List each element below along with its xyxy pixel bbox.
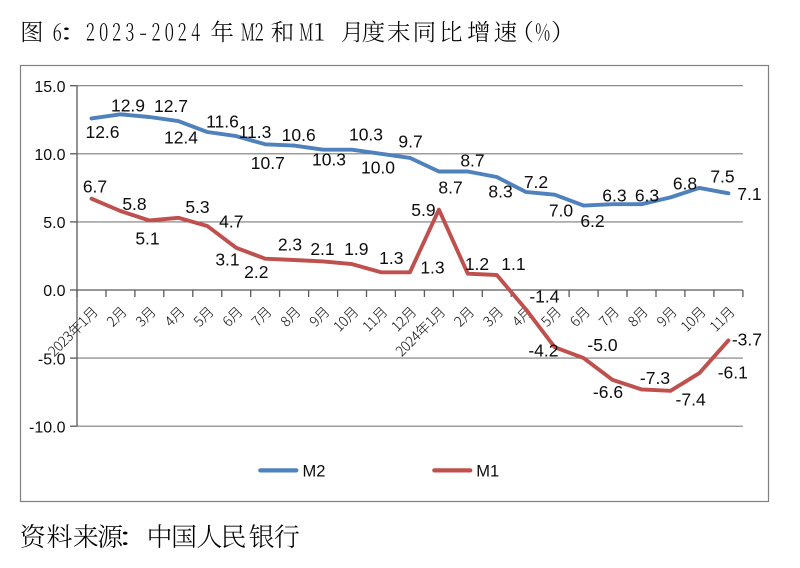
svg-text:12.9: 12.9 [111, 95, 145, 115]
svg-text:-6.1: -6.1 [718, 362, 748, 382]
svg-text:-7.4: -7.4 [676, 389, 706, 409]
svg-text:5.3: 5.3 [185, 197, 209, 217]
svg-text:-5.0: -5.0 [38, 351, 66, 368]
svg-text:M1: M1 [476, 463, 499, 481]
svg-text:1.2: 1.2 [465, 254, 489, 274]
svg-text:5.1: 5.1 [135, 228, 159, 248]
svg-text:-10.0: -10.0 [29, 419, 66, 436]
svg-text:8.3: 8.3 [488, 181, 512, 201]
svg-text:5.9: 5.9 [411, 200, 435, 220]
svg-text:10.0: 10.0 [34, 147, 65, 164]
svg-text:11.6: 11.6 [206, 111, 239, 131]
svg-text:8.7: 8.7 [460, 150, 484, 170]
svg-text:1.3: 1.3 [379, 248, 403, 268]
svg-text:-3.7: -3.7 [732, 329, 762, 349]
svg-text:10.0: 10.0 [361, 157, 395, 177]
svg-text:-5.0: -5.0 [587, 335, 617, 355]
svg-text:-1.4: -1.4 [529, 287, 559, 307]
svg-text:4.7: 4.7 [219, 212, 243, 232]
svg-text:2.3: 2.3 [278, 234, 302, 254]
svg-text:12.4: 12.4 [164, 127, 198, 147]
svg-text:10.7: 10.7 [251, 153, 285, 173]
svg-text:6.3: 6.3 [602, 185, 626, 205]
svg-text:M2: M2 [303, 463, 326, 481]
svg-text:7.0: 7.0 [549, 200, 574, 220]
svg-text:3.1: 3.1 [215, 250, 239, 270]
svg-text:6.7: 6.7 [83, 176, 107, 196]
svg-text:7.1: 7.1 [737, 184, 761, 204]
svg-text:10.3: 10.3 [349, 124, 383, 144]
svg-text:12.7: 12.7 [154, 96, 188, 116]
svg-text:10.6: 10.6 [282, 125, 316, 145]
svg-text:1.9: 1.9 [344, 239, 368, 259]
svg-text:8.7: 8.7 [438, 177, 462, 197]
svg-text:6.8: 6.8 [673, 173, 697, 193]
svg-text:11.3: 11.3 [239, 122, 272, 142]
svg-text:6.3: 6.3 [635, 185, 659, 205]
svg-text:12.6: 12.6 [85, 122, 119, 142]
svg-text:0.0: 0.0 [43, 283, 65, 300]
svg-text:1.1: 1.1 [501, 254, 525, 274]
svg-text:-4.2: -4.2 [528, 340, 558, 360]
svg-text:6.2: 6.2 [580, 211, 604, 231]
svg-text:5.0: 5.0 [43, 215, 65, 232]
svg-text:7.5: 7.5 [710, 166, 734, 186]
svg-text:2.1: 2.1 [310, 239, 334, 259]
svg-text:-6.6: -6.6 [593, 382, 623, 402]
svg-text:2.2: 2.2 [244, 262, 268, 282]
svg-text:5.8: 5.8 [122, 194, 146, 214]
svg-text:15.0: 15.0 [34, 79, 65, 96]
svg-text:10.3: 10.3 [312, 149, 346, 169]
svg-text:-7.3: -7.3 [640, 368, 670, 388]
svg-text:7.2: 7.2 [524, 172, 548, 192]
svg-text:9.7: 9.7 [398, 131, 422, 151]
svg-text:1.3: 1.3 [420, 257, 444, 277]
